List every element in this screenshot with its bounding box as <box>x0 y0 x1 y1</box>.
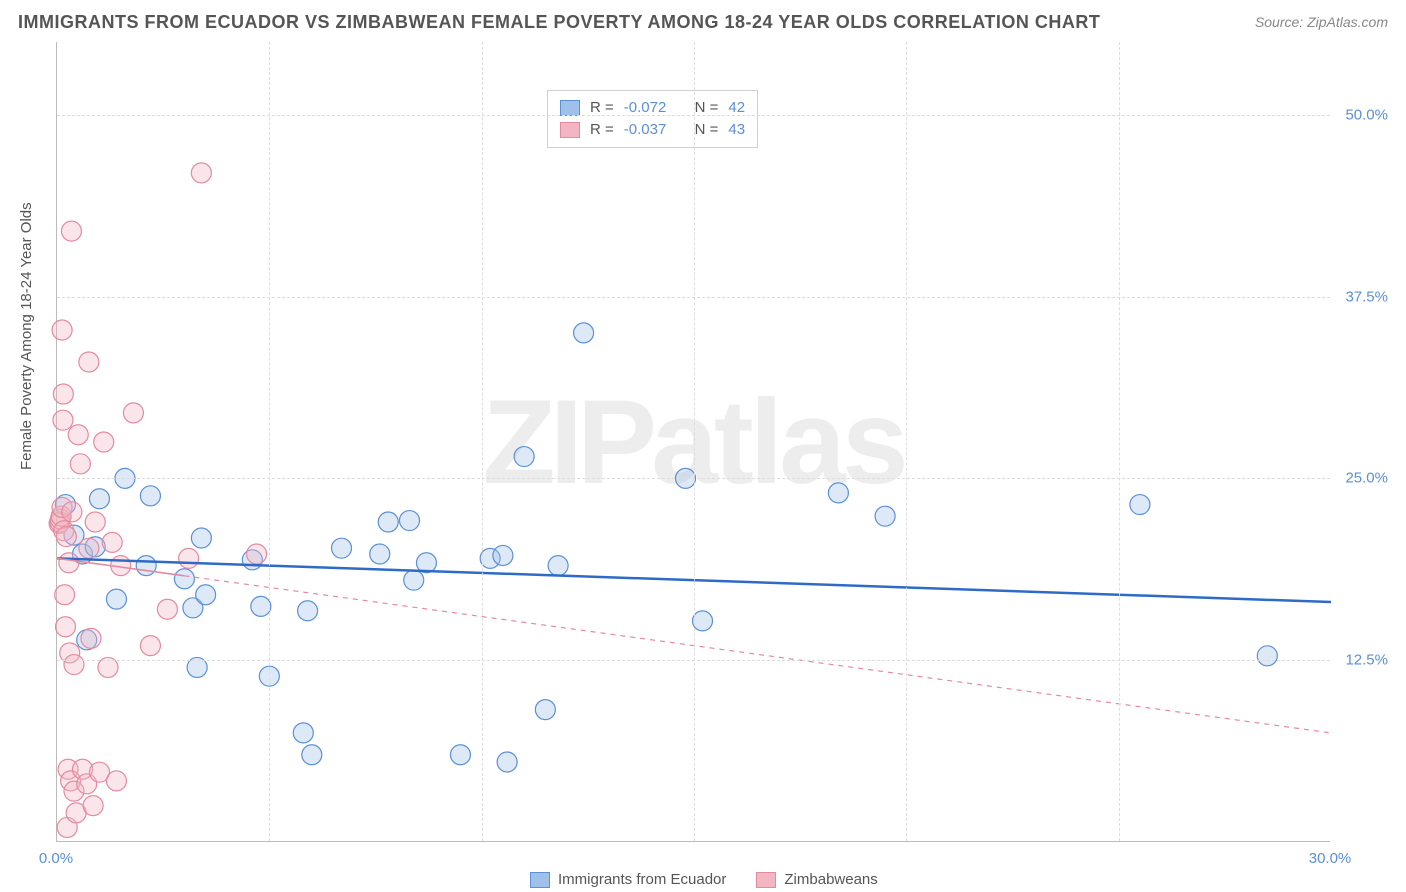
legend-label-ecuador: Immigrants from Ecuador <box>558 871 726 888</box>
data-point <box>83 796 103 816</box>
xtick-label: 0.0% <box>39 850 73 867</box>
data-point <box>535 700 555 720</box>
n-value-zimbabwe: 43 <box>728 119 745 141</box>
data-point <box>378 512 398 532</box>
data-point <box>548 556 568 576</box>
data-point <box>302 745 322 765</box>
data-point <box>70 454 90 474</box>
swatch-ecuador-2 <box>530 872 550 888</box>
data-point <box>692 611 712 631</box>
data-point <box>94 432 114 452</box>
r-label-2: R = <box>590 119 614 141</box>
data-point <box>52 320 72 340</box>
data-point <box>174 569 194 589</box>
data-point <box>514 447 534 467</box>
data-point <box>370 544 390 564</box>
data-point <box>68 425 88 445</box>
data-point <box>404 570 424 590</box>
data-point <box>574 323 594 343</box>
data-point <box>450 745 470 765</box>
swatch-zimbabwe <box>560 122 580 138</box>
data-point <box>332 538 352 558</box>
data-point <box>251 596 271 616</box>
data-point <box>61 221 81 241</box>
data-point <box>136 556 156 576</box>
n-label-2: N = <box>695 119 719 141</box>
data-point <box>89 489 109 509</box>
data-point <box>140 636 160 656</box>
data-point <box>79 352 99 372</box>
data-point <box>55 617 75 637</box>
data-point <box>56 527 76 547</box>
data-point <box>79 538 99 558</box>
ytick-label: 25.0% <box>1345 470 1388 487</box>
data-point <box>1130 495 1150 515</box>
data-point <box>64 655 84 675</box>
ytick-label: 37.5% <box>1345 288 1388 305</box>
swatch-ecuador <box>560 100 580 116</box>
xtick-label: 30.0% <box>1309 850 1352 867</box>
data-point <box>140 486 160 506</box>
data-point <box>53 384 73 404</box>
data-point <box>179 548 199 568</box>
data-point <box>106 589 126 609</box>
data-point <box>191 528 211 548</box>
data-point <box>875 506 895 526</box>
data-point <box>1257 646 1277 666</box>
data-point <box>81 628 101 648</box>
data-point <box>293 723 313 743</box>
data-point <box>106 771 126 791</box>
data-point <box>828 483 848 503</box>
data-point <box>493 545 513 565</box>
source-attribution: Source: ZipAtlas.com <box>1255 14 1388 30</box>
legend-item-zimbabwe: Zimbabweans <box>756 871 877 888</box>
chart-container: IMMIGRANTS FROM ECUADOR VS ZIMBABWEAN FE… <box>0 0 1406 892</box>
data-point <box>399 511 419 531</box>
y-axis-title: Female Poverty Among 18-24 Year Olds <box>18 202 35 470</box>
stats-row-zimbabwe: R = -0.037 N = 43 <box>560 119 745 141</box>
data-point <box>85 512 105 532</box>
data-point <box>55 585 75 605</box>
legend-item-ecuador: Immigrants from Ecuador <box>530 871 726 888</box>
data-point <box>196 585 216 605</box>
r-value-zimbabwe: -0.037 <box>624 119 667 141</box>
data-point <box>59 553 79 573</box>
ytick-label: 12.5% <box>1345 652 1388 669</box>
series-legend: Immigrants from Ecuador Zimbabweans <box>530 871 878 888</box>
swatch-zimbabwe-2 <box>756 872 776 888</box>
data-point <box>298 601 318 621</box>
data-point <box>123 403 143 423</box>
stats-legend: R = -0.072 N = 42 R = -0.037 N = 43 <box>547 90 758 148</box>
data-point <box>497 752 517 772</box>
ytick-label: 50.0% <box>1345 106 1388 123</box>
data-point <box>53 410 73 430</box>
data-point <box>247 544 267 564</box>
data-point <box>191 163 211 183</box>
chart-title: IMMIGRANTS FROM ECUADOR VS ZIMBABWEAN FE… <box>18 12 1100 33</box>
data-point <box>157 599 177 619</box>
data-point <box>102 532 122 552</box>
data-point <box>62 502 82 522</box>
legend-label-zimbabwe: Zimbabweans <box>784 871 877 888</box>
plot-area: ZIPatlas R = -0.072 N = 42 R = -0.037 N … <box>56 42 1330 842</box>
